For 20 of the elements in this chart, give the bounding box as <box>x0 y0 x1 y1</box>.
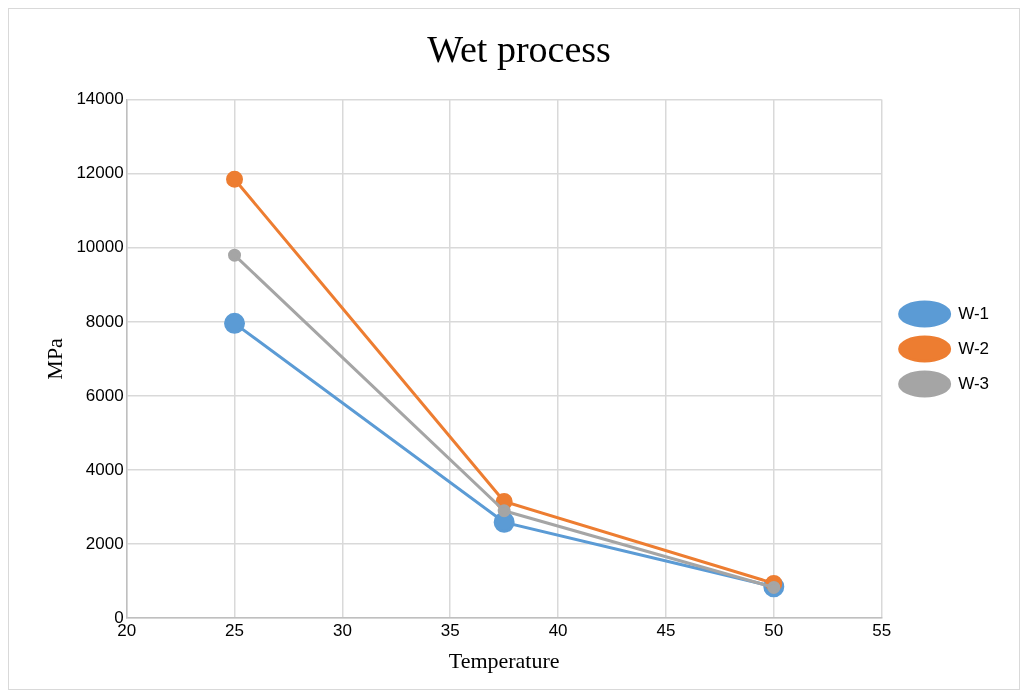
y-tick-label: 10000 <box>76 237 124 257</box>
x-tick-label: 55 <box>872 621 892 641</box>
y-axis-title: MPa <box>41 337 67 380</box>
y-tick-label: 8000 <box>85 311 124 331</box>
x-axis-title: Temperature <box>448 647 560 673</box>
legend-label: W-2 <box>958 338 990 358</box>
legend-label: W-3 <box>958 373 990 393</box>
legend-label: W-1 <box>958 303 990 323</box>
y-tick-label: 2000 <box>85 533 124 553</box>
x-tick-label: 25 <box>225 621 244 641</box>
x-tick-label: 35 <box>440 621 460 641</box>
y-tick-label: 12000 <box>76 163 124 183</box>
y-tick-label: 4000 <box>85 459 124 479</box>
y-tick-label: 14000 <box>76 89 124 109</box>
x-tick-label: 30 <box>332 621 352 641</box>
x-tick-label: 45 <box>656 621 676 641</box>
x-tick-label: 40 <box>548 621 568 641</box>
x-tick-label: 50 <box>764 621 784 641</box>
chart-title: Wet process <box>427 27 611 70</box>
y-tick-label: 6000 <box>85 385 124 405</box>
